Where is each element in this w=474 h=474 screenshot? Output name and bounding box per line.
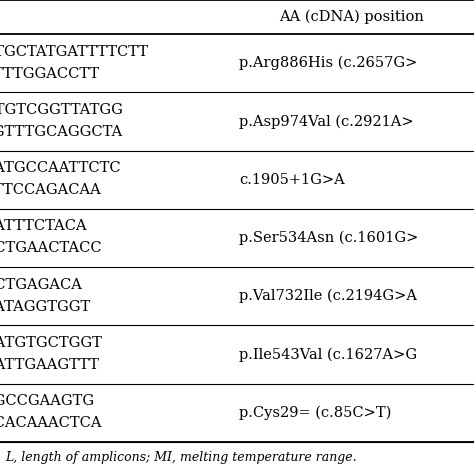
Text: GATGTGCTGGT: GATGTGCTGGT	[0, 336, 102, 350]
Text: CTGCTATGATTTTCTT: CTGCTATGATTTTCTT	[0, 45, 148, 59]
Text: GATTGAAGTTT: GATTGAAGTTT	[0, 358, 99, 372]
Text: TTTTGGACCTT: TTTTGGACCTT	[0, 67, 100, 81]
Text: p.Arg886His (c.2657G>: p.Arg886His (c.2657G>	[239, 56, 418, 71]
Text: CATTTCTACA: CATTTCTACA	[0, 219, 87, 233]
Text: p.Asp974Val (c.2921A>: p.Asp974Val (c.2921A>	[239, 114, 414, 128]
Text: p.Cys29= (c.85C>T): p.Cys29= (c.85C>T)	[239, 405, 392, 420]
Text: CATGCCAATTCTC: CATGCCAATTCTC	[0, 161, 121, 175]
Text: AGCCGAAGTG: AGCCGAAGTG	[0, 394, 94, 408]
Text: TTTCCAGACAA: TTTCCAGACAA	[0, 183, 101, 197]
Text: p.Val732Ile (c.2194G>A: p.Val732Ile (c.2194G>A	[239, 289, 418, 303]
Text: CATAGGTGGT: CATAGGTGGT	[0, 300, 91, 314]
Text: ACACAAACTCA: ACACAAACTCA	[0, 416, 102, 430]
Text: c.1905+1G>A: c.1905+1G>A	[239, 173, 345, 187]
Text: GTGTCGGTTATGG: GTGTCGGTTATGG	[0, 103, 123, 117]
Text: TGTTTGCAGGCTA: TGTTTGCAGGCTA	[0, 125, 123, 139]
Text: p.Ser534Asn (c.1601G>: p.Ser534Asn (c.1601G>	[239, 231, 419, 245]
Text: L, length of amplicons; MI, melting temperature range.: L, length of amplicons; MI, melting temp…	[5, 451, 356, 465]
Text: CCTGAGACA: CCTGAGACA	[0, 278, 82, 292]
Text: CCTGAACTACC: CCTGAACTACC	[0, 241, 102, 255]
Text: p.Ile543Val (c.1627A>G: p.Ile543Val (c.1627A>G	[239, 347, 418, 362]
Text: AA (cDNA) position: AA (cDNA) position	[280, 10, 424, 24]
